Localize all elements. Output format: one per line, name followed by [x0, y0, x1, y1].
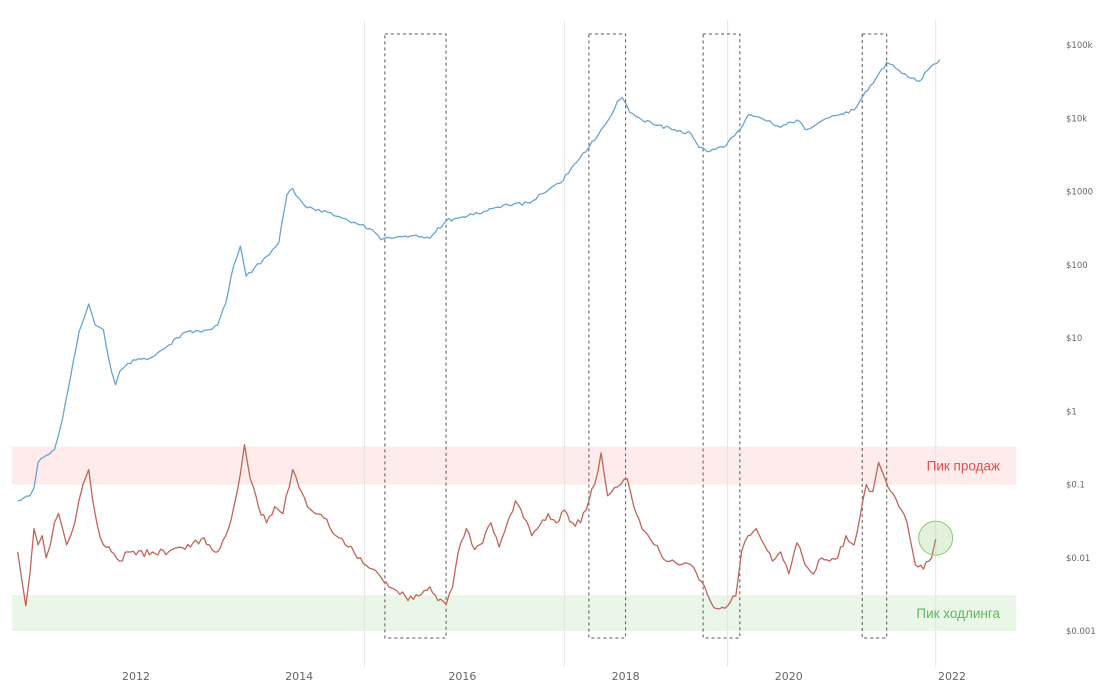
y-axis-right: $100k $10k $1000 $100 $10 $1 $0.1 $0.01 $0.001: [1066, 41, 1096, 637]
highlight-box-2: [702, 33, 741, 639]
series-line-0: [17, 59, 941, 502]
zone-band-1: [12, 595, 1016, 631]
x-axis: 2012 2014 2016 2018 2020 2022: [122, 670, 966, 683]
y-tick-label: $1: [1066, 407, 1077, 417]
x-tick-label-2014: 2014: [285, 670, 313, 683]
marker-layer: [918, 520, 954, 556]
y-tick-label: $10: [1066, 334, 1082, 344]
labels-layer: Пик продаж Пик ходлинга: [916, 459, 1000, 621]
current-marker: [918, 520, 954, 556]
y-tick-label: $100: [1066, 261, 1088, 271]
highlight-boxes: [384, 33, 888, 639]
y-tick-label: $0.001: [1066, 627, 1096, 637]
y-tick-label: $100k: [1066, 41, 1093, 51]
x-tick-label-2012: 2012: [122, 670, 150, 683]
highlight-box-3: [861, 33, 888, 639]
zone-band-0: [12, 446, 1016, 485]
highlight-box-1: [588, 33, 627, 639]
x-tick-label-2022: 2022: [938, 670, 966, 683]
zones-layer: [12, 446, 1016, 631]
x-tick-label-2016: 2016: [448, 670, 476, 683]
x-tick-label-2020: 2020: [775, 670, 803, 683]
x-tick-label-2018: 2018: [612, 670, 640, 683]
series-line-1: [17, 443, 937, 610]
series-layer: [17, 59, 941, 610]
zone-label-0: Пик продаж: [927, 459, 1000, 474]
gridlines: [363, 20, 937, 667]
y-tick-label: $1000: [1066, 188, 1093, 198]
y-tick-label: $10k: [1066, 114, 1087, 124]
y-tick-label: $0.1: [1066, 481, 1085, 491]
highlight-box-0: [384, 33, 447, 639]
zone-label-1: Пик ходлинга: [916, 606, 1000, 621]
y-tick-label: $0.01: [1066, 554, 1090, 564]
